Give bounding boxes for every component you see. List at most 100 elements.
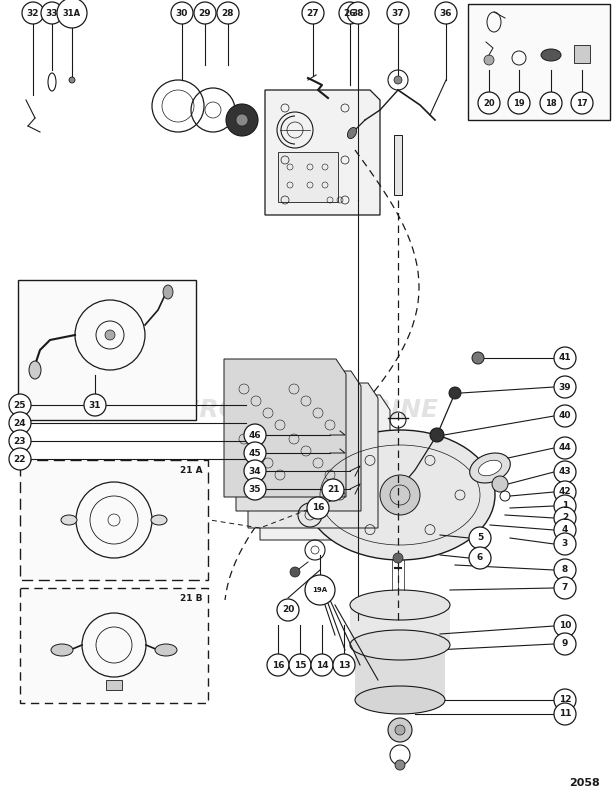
Circle shape <box>9 394 31 416</box>
Text: 18: 18 <box>545 98 557 107</box>
Circle shape <box>394 76 402 84</box>
Text: 24: 24 <box>13 418 26 427</box>
Text: 40: 40 <box>559 411 571 421</box>
Circle shape <box>244 478 266 500</box>
Circle shape <box>311 654 333 676</box>
Text: 30: 30 <box>176 9 188 18</box>
Text: 19: 19 <box>513 98 525 107</box>
Circle shape <box>554 689 576 711</box>
Text: 33: 33 <box>46 9 58 18</box>
Circle shape <box>84 394 106 416</box>
Circle shape <box>554 481 576 503</box>
Circle shape <box>554 461 576 483</box>
FancyBboxPatch shape <box>394 135 402 195</box>
Circle shape <box>554 405 576 427</box>
Text: 11: 11 <box>559 710 571 718</box>
Polygon shape <box>248 383 378 528</box>
Circle shape <box>484 55 494 65</box>
Circle shape <box>395 760 405 770</box>
Text: 23: 23 <box>13 437 26 446</box>
Circle shape <box>302 2 324 24</box>
Circle shape <box>267 654 289 676</box>
Polygon shape <box>260 395 390 540</box>
Circle shape <box>322 479 344 501</box>
Circle shape <box>236 114 248 126</box>
Circle shape <box>217 2 239 24</box>
Text: 39: 39 <box>559 382 572 391</box>
Circle shape <box>554 437 576 459</box>
Circle shape <box>540 92 562 114</box>
Text: 27: 27 <box>307 9 319 18</box>
Text: 37: 37 <box>392 9 405 18</box>
Circle shape <box>380 475 420 515</box>
Text: 2: 2 <box>562 514 568 522</box>
Text: 31: 31 <box>89 401 101 410</box>
Circle shape <box>9 448 31 470</box>
Ellipse shape <box>61 515 77 525</box>
Text: 28: 28 <box>222 9 234 18</box>
Text: 17: 17 <box>576 98 588 107</box>
FancyBboxPatch shape <box>350 605 450 645</box>
Ellipse shape <box>355 686 445 714</box>
Ellipse shape <box>348 127 357 138</box>
Text: 20: 20 <box>282 606 294 614</box>
Circle shape <box>492 476 508 492</box>
Circle shape <box>244 424 266 446</box>
Polygon shape <box>265 90 380 215</box>
Circle shape <box>554 577 576 599</box>
Circle shape <box>244 442 266 464</box>
Circle shape <box>554 376 576 398</box>
Text: 6: 6 <box>477 554 483 562</box>
Circle shape <box>105 330 115 340</box>
Text: 44: 44 <box>559 443 572 453</box>
Text: 26: 26 <box>344 9 356 18</box>
Text: 31A: 31A <box>63 9 81 18</box>
Text: 5: 5 <box>477 534 483 542</box>
Circle shape <box>347 2 369 24</box>
Text: 22: 22 <box>13 454 26 463</box>
Text: 42: 42 <box>559 487 572 497</box>
FancyBboxPatch shape <box>574 45 590 63</box>
Ellipse shape <box>29 361 41 379</box>
Text: 20: 20 <box>483 98 495 107</box>
FancyBboxPatch shape <box>20 460 208 580</box>
Ellipse shape <box>479 460 501 476</box>
Circle shape <box>387 2 409 24</box>
Text: 25: 25 <box>13 401 26 410</box>
Ellipse shape <box>469 453 510 483</box>
Text: 4: 4 <box>562 526 568 534</box>
Circle shape <box>305 575 335 605</box>
Text: 12: 12 <box>559 695 571 705</box>
Polygon shape <box>224 359 346 497</box>
Ellipse shape <box>541 49 561 61</box>
Text: 45: 45 <box>248 449 261 458</box>
Ellipse shape <box>51 644 73 656</box>
Ellipse shape <box>305 430 495 560</box>
Circle shape <box>469 527 491 549</box>
Circle shape <box>277 599 299 621</box>
Text: 16: 16 <box>272 661 284 670</box>
Circle shape <box>554 533 576 555</box>
Ellipse shape <box>350 590 450 620</box>
Circle shape <box>554 507 576 529</box>
Circle shape <box>393 553 403 563</box>
FancyBboxPatch shape <box>355 650 445 700</box>
Text: 13: 13 <box>338 661 350 670</box>
Circle shape <box>554 703 576 725</box>
Circle shape <box>478 92 500 114</box>
Text: CROWLEY MARINE: CROWLEY MARINE <box>181 398 439 422</box>
Text: 32: 32 <box>27 9 39 18</box>
FancyBboxPatch shape <box>20 588 208 703</box>
Circle shape <box>395 725 405 735</box>
Circle shape <box>554 495 576 517</box>
Circle shape <box>469 547 491 569</box>
Circle shape <box>9 430 31 452</box>
Circle shape <box>571 92 593 114</box>
Text: 1: 1 <box>562 502 568 510</box>
Circle shape <box>554 615 576 637</box>
Text: 41: 41 <box>559 354 572 362</box>
Text: 35: 35 <box>248 485 261 494</box>
Text: 21 B: 21 B <box>181 594 203 603</box>
Circle shape <box>333 654 355 676</box>
Text: 34: 34 <box>248 466 261 475</box>
